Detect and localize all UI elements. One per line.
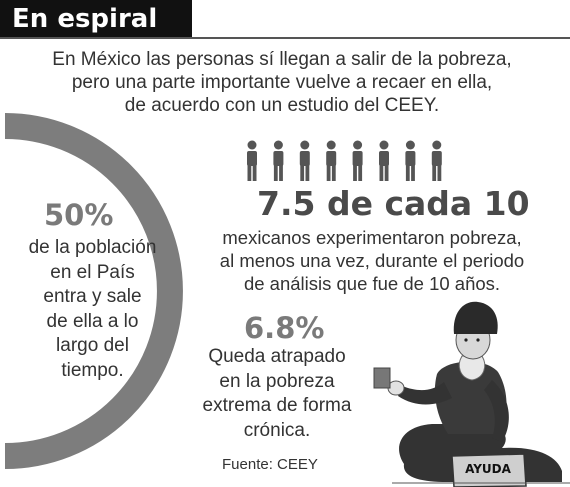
stat-ratio-value: 7.5 de cada 10 [257, 184, 530, 223]
stat-ratio-description: mexicanos experimentaron pobreza, al men… [190, 226, 554, 295]
stat-half-description: de la población en el País entra y sale … [10, 236, 175, 383]
title: En espiral [12, 4, 158, 34]
person-icon [352, 140, 363, 181]
person-icon [326, 140, 337, 181]
eye-icon [464, 338, 468, 342]
stat-half-line: de la población [28, 237, 157, 258]
right-arm-shape [484, 380, 509, 442]
stat-ratio-line: al menos una vez, durante el periodo [219, 250, 525, 271]
beggar-illustration [373, 301, 570, 487]
torso-shape [434, 361, 507, 434]
stat-half-line: largo del [56, 335, 129, 356]
person-icon [247, 140, 257, 181]
source-note: Fuente: CEEY [222, 456, 318, 473]
stat-half-line: entra y sale [43, 286, 142, 307]
intro-line: de acuerdo con un estudio del CEEY. [124, 95, 440, 116]
intro-line: pero una parte importante vuelve a recae… [71, 72, 493, 93]
person-icon [379, 140, 389, 181]
intro-line: En México las personas sí llegan a salir… [52, 49, 512, 70]
stat-half-line: de ella a lo [46, 310, 139, 332]
stat-chronic-line: Queda atrapado [208, 346, 346, 367]
cup-icon [373, 367, 391, 389]
cardboard-sign [451, 453, 527, 487]
stat-half-line: en el País [50, 261, 135, 283]
stat-chronic-line: extrema de forma [202, 395, 352, 416]
stat-half-line: tiempo. [61, 359, 124, 381]
stat-chronic-line: crónica. [243, 419, 311, 441]
title-rule [0, 37, 570, 39]
arm-shape [398, 382, 452, 405]
person-icon [273, 140, 284, 181]
stat-ratio-line: de análisis que fue de 10 años. [243, 273, 501, 294]
person-icon [405, 140, 416, 181]
stat-chronic-value: 6.8% [244, 311, 325, 345]
stat-ratio-line: mexicanos experimentaron pobreza, [222, 227, 522, 248]
half-circle-arc [4, 113, 183, 469]
title-banner: En espiral [0, 0, 192, 38]
person-icon-row [247, 140, 442, 181]
stat-half-value: 50% [44, 198, 114, 232]
eye-icon [476, 338, 480, 342]
stat-chronic-line: en la pobreza [219, 370, 335, 392]
sign-label: AYUDA [465, 462, 511, 476]
arc-segment [4, 113, 183, 469]
beard-shape [458, 355, 486, 381]
beanie-icon [453, 301, 498, 334]
stat-chronic-description: Queda atrapado en la pobreza extrema de … [196, 345, 358, 443]
person-icon [299, 140, 310, 181]
intro-text: En México las personas sí llegan a salir… [4, 48, 560, 117]
person-icon [431, 140, 442, 181]
